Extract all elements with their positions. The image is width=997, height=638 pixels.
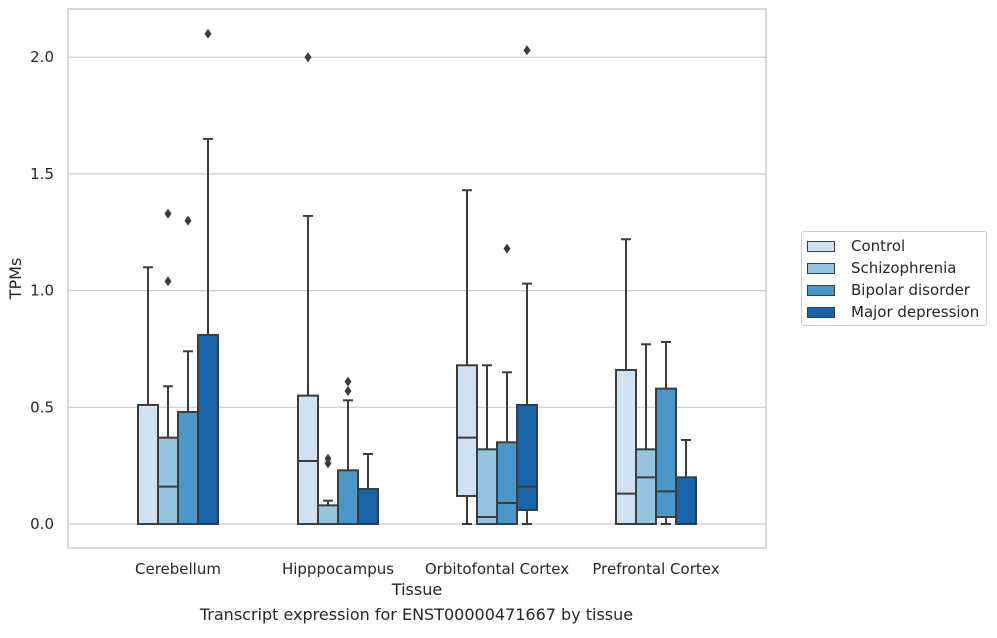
box-body: [615, 368, 637, 525]
legend-label-schizophrenia: Schizophrenia: [851, 259, 957, 277]
box-body: [635, 448, 657, 526]
outlier-point: [184, 215, 192, 226]
box-body: [297, 394, 319, 525]
box-3-1: [357, 452, 379, 525]
legend-item-control: Control: [807, 237, 905, 255]
y-tick-label: 1.5: [30, 165, 54, 183]
box-body: [157, 436, 179, 525]
box-body: [337, 469, 359, 525]
plot-frame: [67, 8, 767, 549]
legend-swatch-control: [807, 240, 835, 252]
legend-swatch-major-depression: [807, 306, 835, 318]
outlier-point: [324, 453, 332, 464]
legend-item-bipolar-disorder: Bipolar disorder: [807, 281, 970, 299]
box-2-3: [655, 340, 677, 525]
box-body: [357, 487, 379, 525]
x-tick-label: Orbitofontal Cortex: [425, 560, 569, 578]
box-0-0: [137, 266, 159, 525]
outlier-point: [503, 243, 511, 254]
outlier-point: [523, 45, 531, 56]
box-1-1: [317, 453, 339, 526]
box-body: [476, 448, 498, 526]
box-3-2: [516, 45, 538, 525]
box-body: [177, 410, 199, 525]
box-1-0: [157, 208, 179, 525]
x-axis-label: Tissue: [391, 580, 442, 599]
legend-swatch-schizophrenia: [807, 262, 835, 274]
box-body: [317, 504, 339, 526]
x-tick-label: Cerebellum: [135, 560, 221, 578]
box-body: [137, 403, 159, 525]
y-tick-label: 2.0: [30, 48, 54, 66]
outlier-point: [164, 276, 172, 287]
box-body: [675, 476, 697, 526]
y-tick-label: 1.0: [30, 282, 54, 300]
box-3-0: [197, 28, 219, 526]
outlier-point: [344, 376, 352, 387]
box-body: [516, 403, 538, 511]
y-axis-label: TPMs: [6, 258, 25, 301]
box-3-3: [675, 438, 697, 526]
box-1-2: [476, 364, 498, 526]
legend-item-schizophrenia: Schizophrenia: [807, 259, 956, 277]
outlier-point: [204, 28, 212, 39]
box-body: [197, 333, 219, 526]
outlier-point: [304, 52, 312, 63]
x-tick-label: Prefrontal Cortex: [592, 560, 719, 578]
box-body: [496, 441, 518, 525]
box-0-3: [615, 238, 637, 525]
box-0-1: [297, 52, 319, 525]
figure-caption: Transcript expression for ENST0000047166…: [199, 605, 634, 624]
box-2-1: [337, 376, 359, 525]
outlier-point: [164, 208, 172, 219]
box-2-2: [496, 243, 518, 525]
box-2-0: [177, 215, 199, 525]
y-tick-label: 0.0: [30, 515, 54, 533]
box-body: [655, 387, 677, 518]
legend-item-major-depression: Major depression: [807, 303, 979, 321]
legend-label-control: Control: [851, 237, 906, 255]
legend-label-major-depression: Major depression: [851, 303, 980, 321]
legend-label-bipolar-disorder: Bipolar disorder: [851, 281, 970, 299]
x-tick-label: Hipppocampus: [282, 560, 394, 578]
box-1-3: [635, 343, 657, 526]
box-0-2: [456, 189, 478, 525]
y-tick-label: 0.5: [30, 398, 54, 416]
box-body: [456, 364, 478, 497]
outlier-point: [344, 385, 352, 396]
legend: Control Schizophrenia Bipolar disorder M…: [801, 231, 987, 326]
legend-swatch-bipolar-disorder: [807, 284, 835, 296]
